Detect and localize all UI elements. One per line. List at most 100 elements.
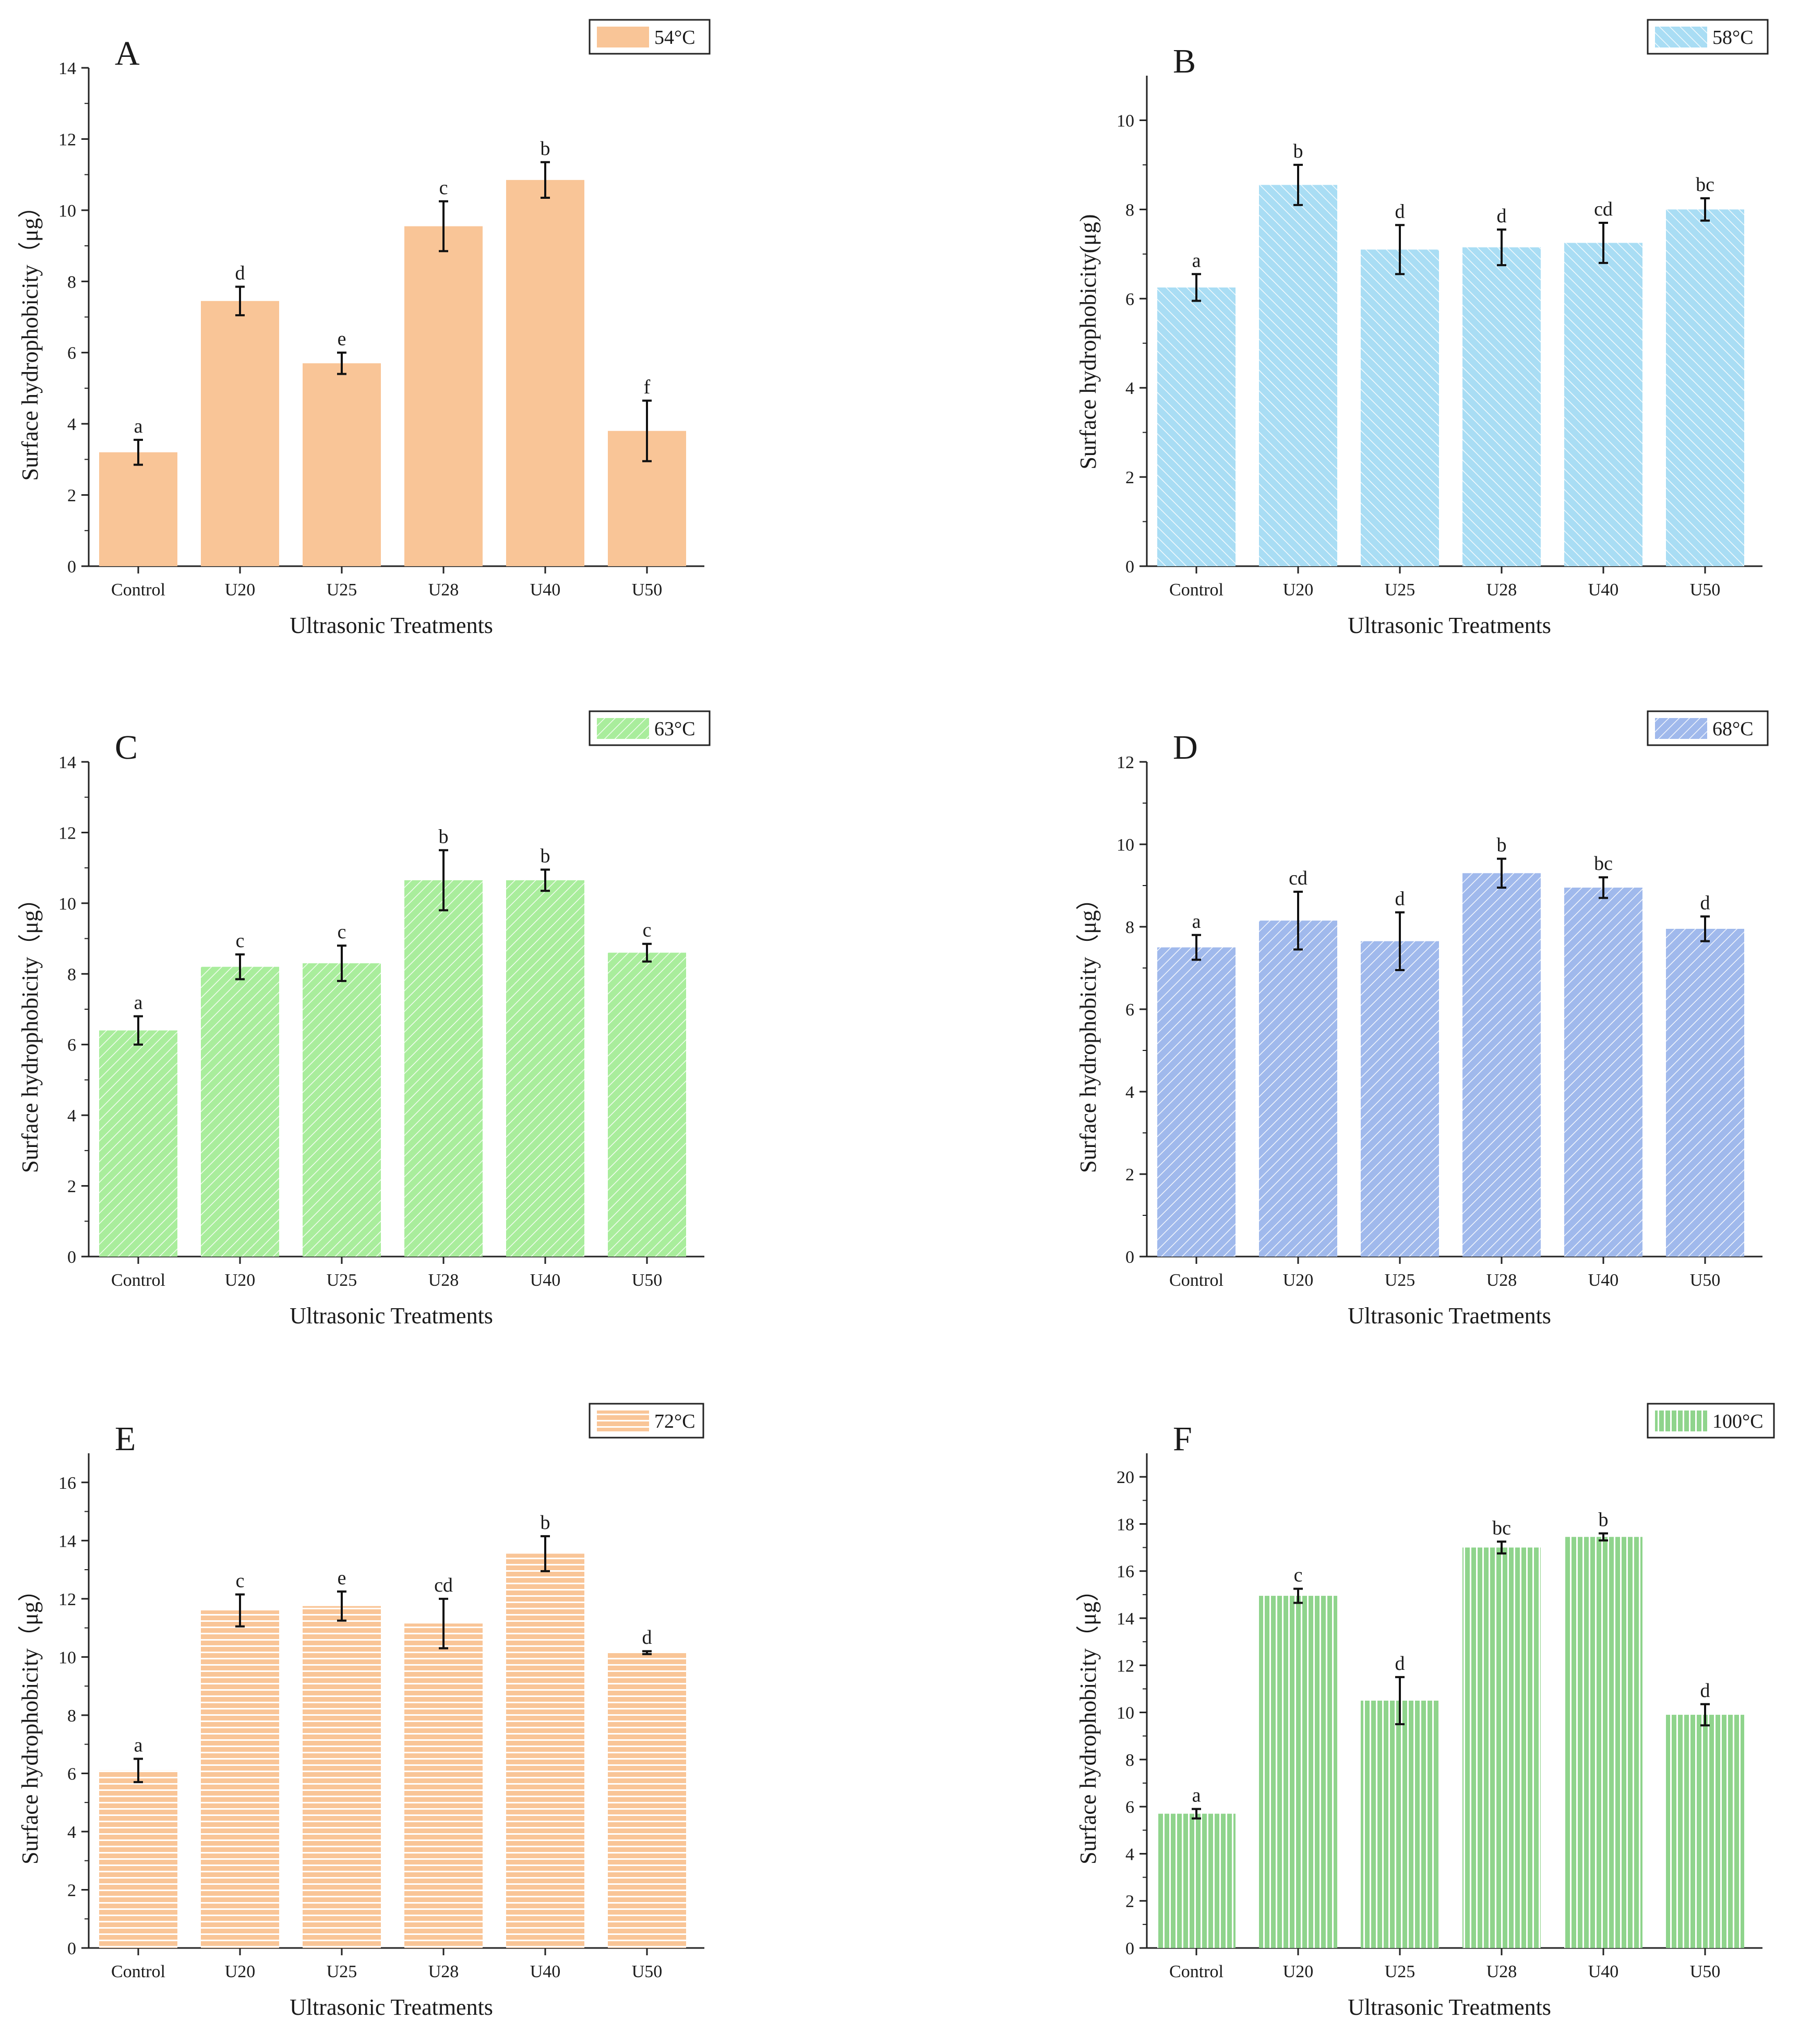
y-tick-label: 12 xyxy=(1117,1656,1134,1676)
bar xyxy=(1361,1701,1439,1948)
bar xyxy=(303,1606,381,1948)
error-bar xyxy=(1192,1808,1201,1820)
bar xyxy=(404,226,483,566)
error-bar xyxy=(1293,163,1303,206)
x-tick-label: U50 xyxy=(1690,1271,1721,1290)
error-bar xyxy=(1395,911,1405,971)
error-bar xyxy=(1599,222,1608,264)
bar xyxy=(1666,1715,1744,1948)
x-tick-label: U20 xyxy=(225,1962,256,1981)
y-axis-title: Surface hydrophobicity（μg） xyxy=(17,195,43,481)
y-tick-label: 12 xyxy=(1117,753,1134,772)
y-tick-label: 12 xyxy=(58,130,76,149)
x-tick-label: U20 xyxy=(225,1271,256,1290)
x-axis-title: Ultrasonic Traetments xyxy=(1348,1303,1551,1329)
bar xyxy=(1259,1596,1337,1948)
significance-label: b xyxy=(1497,834,1507,856)
x-tick-label: U50 xyxy=(1690,1962,1721,1981)
error-bar xyxy=(1192,934,1201,961)
x-tick-label: U25 xyxy=(327,1962,357,1981)
y-tick-label: 2 xyxy=(67,486,76,506)
significance-label: e xyxy=(338,1567,346,1589)
x-tick-label: U50 xyxy=(632,580,663,600)
panel-f: F 0 2 4 6 8 10 12 14 16 18 20 a Control c U20 d U25 bc U28 b… xyxy=(1075,1403,1775,2020)
significance-label: f xyxy=(644,376,651,398)
significance-label: cd xyxy=(1594,198,1613,220)
error-bar xyxy=(541,1535,550,1572)
significance-label: b xyxy=(541,845,550,867)
significance-label: c xyxy=(643,919,652,941)
significance-label: d xyxy=(1395,1653,1405,1675)
significance-label: a xyxy=(1192,911,1201,933)
x-tick-label: U40 xyxy=(530,1962,561,1981)
legend-label: 72°C xyxy=(654,1411,695,1432)
bar xyxy=(201,301,279,566)
bar xyxy=(1361,941,1439,1257)
y-tick-label: 0 xyxy=(67,1248,76,1267)
y-tick-label: 12 xyxy=(58,1590,76,1609)
bar xyxy=(608,1652,686,1948)
x-tick-label: Control xyxy=(111,1962,165,1981)
error-bar xyxy=(541,868,550,892)
legend-swatch xyxy=(597,1411,649,1431)
y-tick-label: 0 xyxy=(1125,557,1134,577)
bar xyxy=(506,180,584,566)
error-bar xyxy=(1293,1587,1303,1604)
legend-label: 100°C xyxy=(1712,1411,1764,1432)
y-tick-label: 4 xyxy=(1125,379,1134,398)
y-tick-label: 16 xyxy=(1117,1562,1134,1582)
x-axis-title: Ultrasonic Treatments xyxy=(1348,1994,1551,2020)
error-bar xyxy=(337,1590,346,1622)
error-bar xyxy=(439,1597,448,1649)
y-tick-label: 0 xyxy=(67,1939,76,1958)
x-tick-label: U25 xyxy=(1385,1962,1416,1981)
y-tick-label: 8 xyxy=(1125,918,1134,937)
panel-letter: B xyxy=(1173,42,1196,80)
error-bar xyxy=(134,1758,143,1784)
error-bar xyxy=(642,942,652,963)
x-tick-label: U40 xyxy=(530,1271,561,1290)
significance-label: d xyxy=(642,1627,652,1648)
x-tick-label: Control xyxy=(1169,1271,1224,1290)
error-bar xyxy=(1599,876,1608,899)
panel-d: D 0 2 4 6 8 10 12 a Control cd U20 d U25 b U28 bc U40 d U50… xyxy=(1075,710,1769,1329)
y-tick-label: 8 xyxy=(1125,1751,1134,1770)
significance-label: c xyxy=(1294,1564,1303,1586)
significance-label: c xyxy=(338,921,346,943)
x-tick-label: U40 xyxy=(1588,580,1619,600)
significance-label: bc xyxy=(1696,174,1714,196)
bar xyxy=(1157,287,1236,566)
significance-label: b xyxy=(439,826,449,847)
bar xyxy=(1157,1813,1236,1948)
bar xyxy=(1564,1537,1642,1948)
y-axis-title: Surface hydrophobicity（μg） xyxy=(17,1579,43,1864)
x-axis-title: Ultrasonic Treatments xyxy=(290,1303,493,1329)
bar xyxy=(1564,887,1642,1257)
y-tick-label: 6 xyxy=(1125,1000,1134,1020)
y-tick-label: 8 xyxy=(67,1706,76,1726)
bar xyxy=(99,1030,177,1257)
y-axis-title: Surface hydrophobicity(μg) xyxy=(1075,214,1101,469)
bar xyxy=(1462,873,1541,1257)
x-tick-label: U20 xyxy=(1283,1271,1314,1290)
x-axis-title: Ultrasonic Treatments xyxy=(290,613,493,638)
bar xyxy=(506,880,584,1257)
legend-swatch xyxy=(1655,27,1707,47)
y-tick-label: 8 xyxy=(67,965,76,984)
y-tick-label: 4 xyxy=(1125,1083,1134,1102)
legend-swatch xyxy=(1655,1411,1707,1431)
y-tick-label: 2 xyxy=(67,1881,76,1900)
bar xyxy=(1666,209,1744,566)
y-tick-label: 0 xyxy=(1125,1248,1134,1267)
y-axis-title: Surface hydrophobicity（μg） xyxy=(1075,887,1101,1173)
x-tick-label: U25 xyxy=(327,1271,357,1290)
y-tick-label: 20 xyxy=(1117,1468,1134,1487)
error-bar xyxy=(1395,1676,1405,1726)
panel-letter: F xyxy=(1173,1420,1192,1458)
significance-label: d xyxy=(1700,892,1710,914)
significance-label: a xyxy=(134,992,143,1014)
x-tick-label: U25 xyxy=(1385,580,1416,600)
error-bar xyxy=(337,945,346,982)
y-tick-label: 6 xyxy=(67,1764,76,1784)
panel-letter: D xyxy=(1173,728,1198,767)
